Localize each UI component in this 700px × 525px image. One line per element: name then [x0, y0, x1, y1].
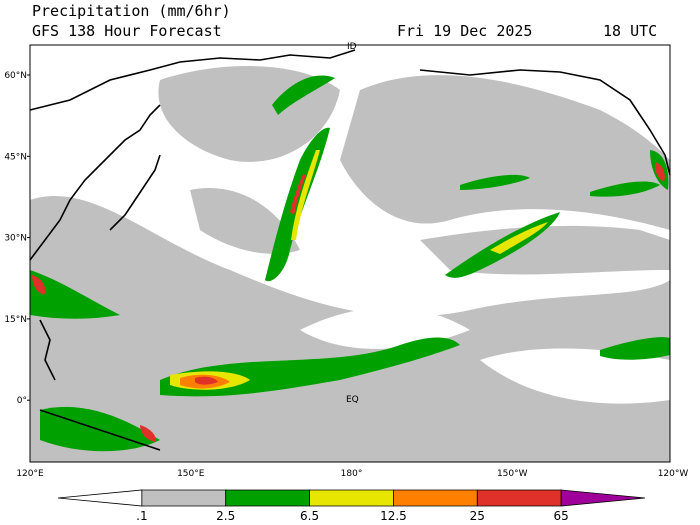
- map-frame: [29, 44, 671, 463]
- coastline: [29, 49, 356, 111]
- colorbar-segment: [141, 489, 227, 507]
- precip-band: [590, 181, 660, 197]
- precip-core: [140, 425, 156, 442]
- precip-core: [32, 275, 46, 295]
- coastline: [419, 69, 671, 176]
- precip-area: [340, 75, 670, 230]
- precip-field: [30, 66, 670, 462]
- lat-labels: 60°N 45°N 30°N 15°N 0°: [4, 71, 30, 406]
- colorbar-segment: [57, 489, 143, 507]
- date: Fri 19 Dec 2025: [397, 22, 532, 40]
- colorbar-segment: [225, 489, 310, 507]
- coastlines: [29, 49, 671, 451]
- precip-core: [290, 174, 306, 215]
- title: Precipitation (mm/6hr): [32, 2, 231, 20]
- colorbar-segment: [393, 489, 478, 507]
- colorbar-label: 12.5: [380, 509, 407, 523]
- clear-area: [480, 348, 670, 404]
- precip-band: [600, 337, 670, 360]
- precip-band: [490, 222, 548, 254]
- colorbar: .1 2.5 6.5 12.5 25 65: [57, 489, 646, 523]
- lat-label: 15°N: [4, 315, 27, 325]
- time: 18 UTC: [603, 22, 657, 40]
- lon-label: 150°E: [177, 469, 205, 479]
- marker: EQ: [346, 395, 359, 405]
- lat-label: 45°N: [4, 152, 27, 162]
- colorbar-segment: [476, 489, 562, 507]
- colorbar-segment: [309, 489, 394, 507]
- precip-band: [460, 174, 530, 190]
- colorbar-label: 25: [470, 509, 485, 523]
- map: ID EQ: [29, 42, 671, 463]
- precip-area: [190, 188, 300, 254]
- coastline: [39, 319, 161, 451]
- lon-labels: 120°E 150°E 180° 150°W 120°W: [16, 469, 688, 479]
- precip-band: [291, 150, 320, 240]
- colorbar-segment: [560, 489, 646, 507]
- lat-label: 0°: [17, 396, 27, 406]
- colorbar-label: .1: [136, 509, 147, 523]
- colorbar-label: 65: [554, 509, 569, 523]
- precip-core: [195, 376, 218, 385]
- lon-label: 120°E: [16, 469, 44, 479]
- lon-label: 150°W: [497, 469, 528, 479]
- colorbar-label: 2.5: [216, 509, 235, 523]
- lat-label: 60°N: [4, 71, 27, 81]
- precip-band: [272, 75, 335, 115]
- precip-core: [654, 162, 665, 182]
- precip-band: [30, 270, 120, 319]
- colorbar-label: 6.5: [300, 509, 319, 523]
- lat-label: 30°N: [4, 234, 27, 244]
- coastline: [29, 104, 161, 261]
- marker: ID: [347, 42, 357, 52]
- subtitle: GFS 138 Hour Forecast: [32, 22, 222, 40]
- lon-label: 120°W: [658, 469, 689, 479]
- lon-label: 180°: [341, 469, 363, 479]
- coastline: [109, 154, 161, 231]
